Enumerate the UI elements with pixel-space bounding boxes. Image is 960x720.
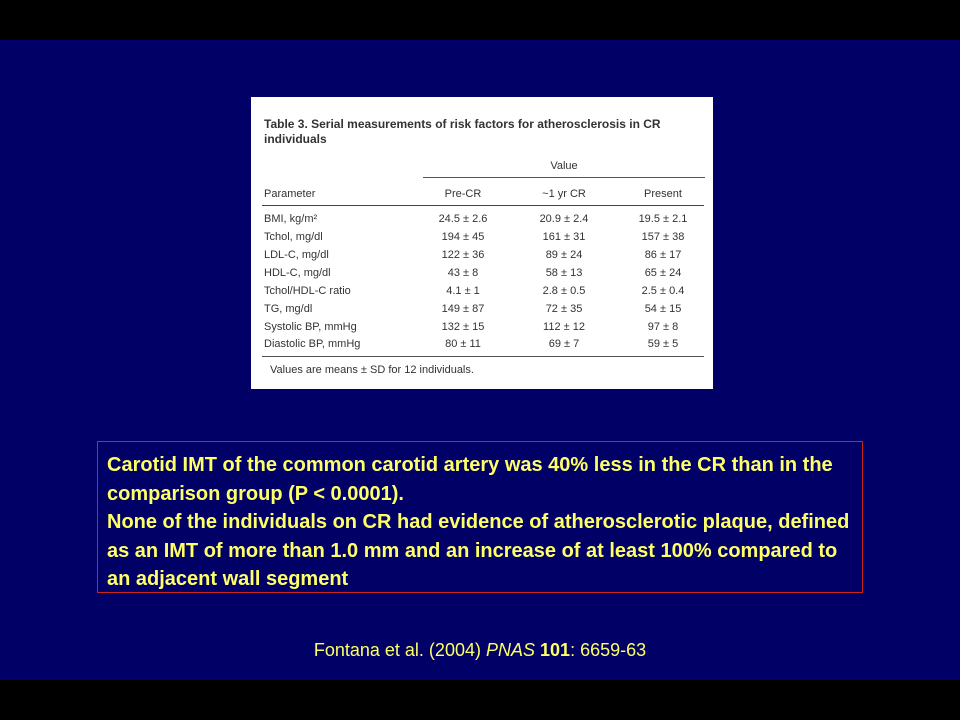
row-label: TG, mg/dl <box>264 303 313 315</box>
cell-value: 19.5 ± 2.1 <box>638 213 688 225</box>
slide: Table 3. Serial measurements of risk fac… <box>0 40 960 680</box>
citation-volume: 101 <box>540 640 571 660</box>
citation-journal: PNAS <box>485 640 535 660</box>
column-header-parameter: Parameter <box>264 188 316 200</box>
cell-value: 72 ± 35 <box>545 303 583 315</box>
group-header-rule <box>423 177 705 178</box>
cell-value: 97 ± 8 <box>647 321 679 333</box>
cell-value: 149 ± 87 <box>441 303 485 315</box>
cell-value: 157 ± 38 <box>641 231 685 243</box>
table-title: Table 3. Serial measurements of risk fac… <box>264 117 661 146</box>
footer-rule <box>262 356 704 357</box>
column-header-pre-cr: Pre-CR <box>444 188 482 200</box>
cell-value: 132 ± 15 <box>441 321 485 333</box>
column-header-1yr-cr: ~1 yr CR <box>542 188 586 200</box>
cell-value: 2.5 ± 0.4 <box>641 285 685 297</box>
column-header-present: Present <box>644 188 682 200</box>
cell-value: 59 ± 5 <box>647 338 679 350</box>
group-header: Value <box>550 160 578 172</box>
cell-value: 2.8 ± 0.5 <box>542 285 586 297</box>
row-label: HDL-C, mg/dl <box>264 267 331 279</box>
cell-value: 161 ± 31 <box>542 231 586 243</box>
row-label: Tchol/HDL-C ratio <box>264 285 351 297</box>
citation: Fontana et al. (2004) PNAS 101: 6659-63 <box>0 640 960 661</box>
cell-value: 54 ± 15 <box>644 303 682 315</box>
table-footnote: Values are means ± SD for 12 individuals… <box>270 364 474 376</box>
cell-value: 89 ± 24 <box>545 249 583 261</box>
cell-value: 20.9 ± 2.4 <box>539 213 589 225</box>
cell-value: 86 ± 17 <box>644 249 682 261</box>
findings-box: Carotid IMT of the common carotid artery… <box>97 441 863 593</box>
row-label: Diastolic BP, mmHg <box>264 338 361 350</box>
cell-value: 112 ± 12 <box>543 321 585 333</box>
row-label: Tchol, mg/dl <box>264 231 323 243</box>
findings-text: Carotid IMT of the common carotid artery… <box>107 454 850 590</box>
table-figure: Table 3. Serial measurements of risk fac… <box>251 97 713 389</box>
cell-value: 194 ± 45 <box>441 231 485 243</box>
cell-value: 43 ± 8 <box>447 267 479 279</box>
header-rule <box>262 205 704 206</box>
row-label: Systolic BP, mmHg <box>264 321 357 333</box>
cell-value: 4.1 ± 1 <box>446 285 480 297</box>
cell-value: 24.5 ± 2.6 <box>438 213 488 225</box>
row-label: BMI, kg/m² <box>264 213 318 225</box>
cell-value: 65 ± 24 <box>644 267 682 279</box>
cell-value: 80 ± 11 <box>445 338 481 350</box>
citation-pages: : 6659-63 <box>570 640 647 660</box>
citation-authors: Fontana et al. (2004) <box>313 640 486 660</box>
cell-value: 69 ± 7 <box>548 338 580 350</box>
cell-value: 122 ± 36 <box>441 249 485 261</box>
row-label: LDL-C, mg/dl <box>264 249 329 261</box>
cell-value: 58 ± 13 <box>545 267 583 279</box>
